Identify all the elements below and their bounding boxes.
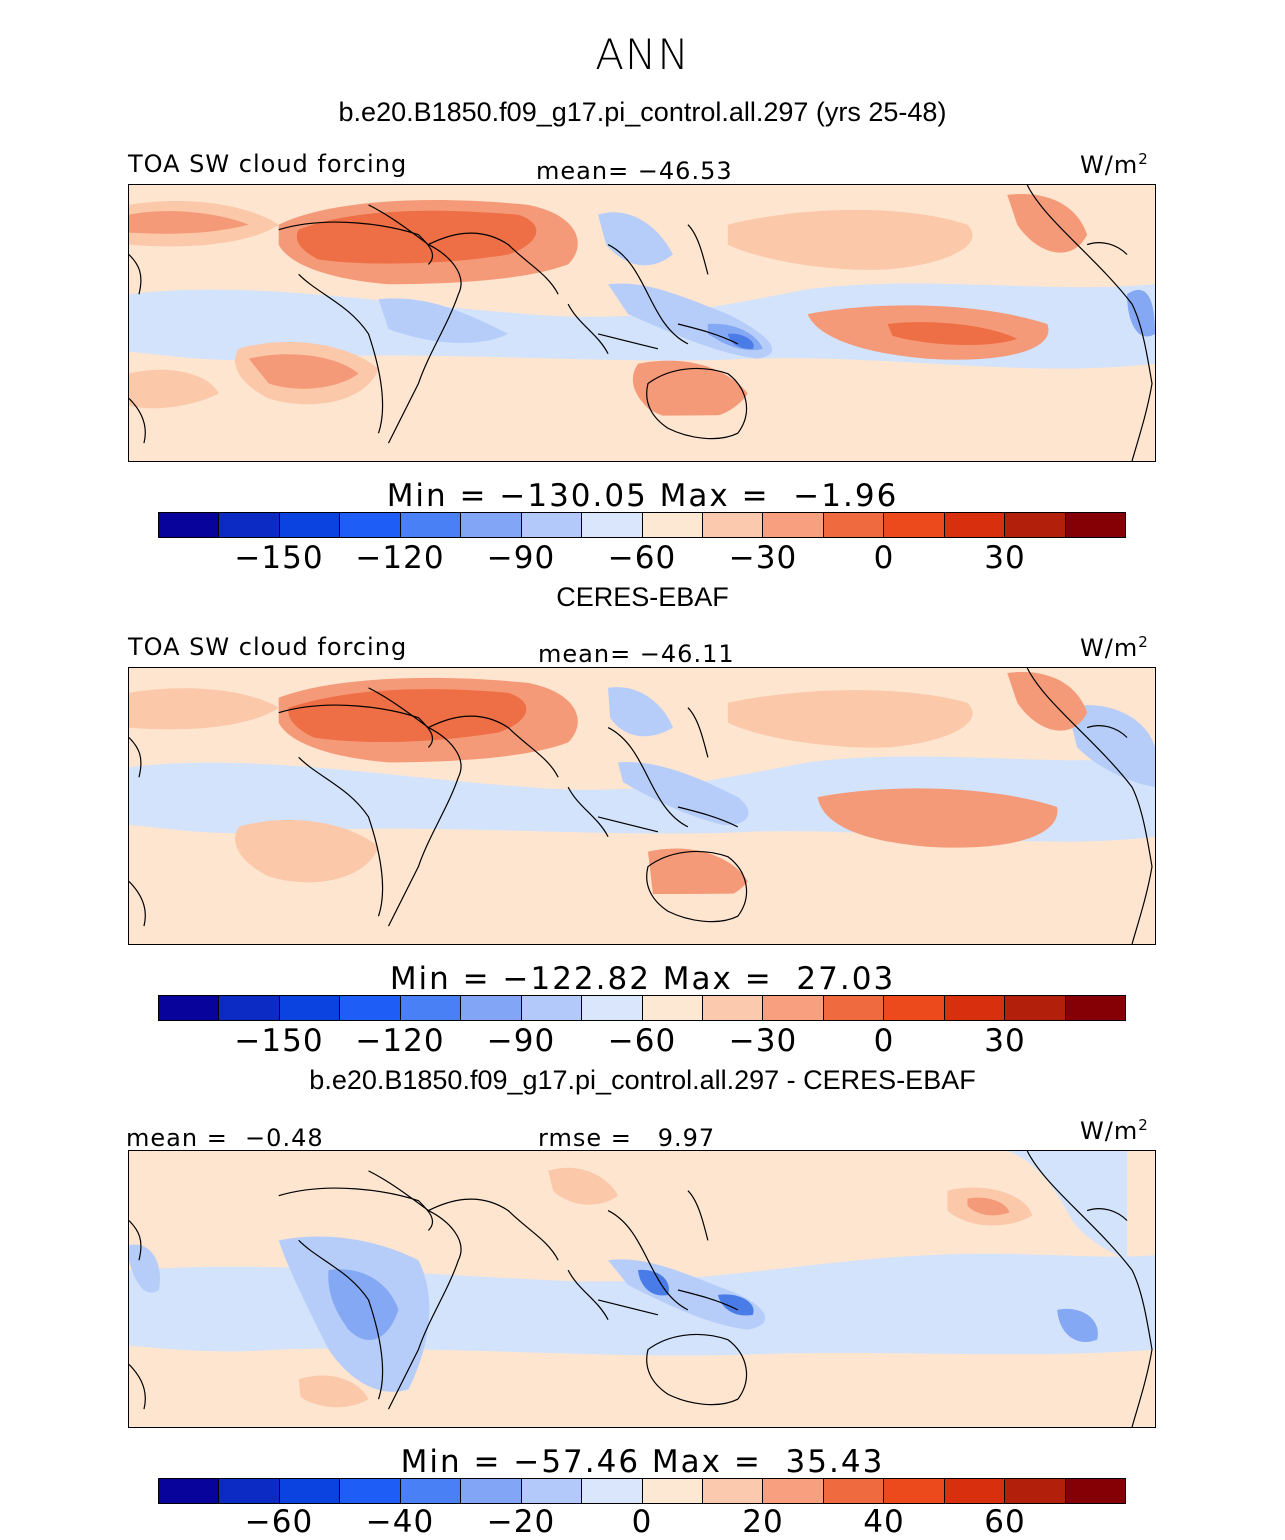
colorbar-swatch (461, 1479, 522, 1503)
colorbar-tick-label: 30 (984, 1023, 1026, 1059)
colorbar-swatch (1005, 996, 1066, 1020)
panel-3-colorbar-ticks: −60 −40 −20 0 20 40 60 (158, 1504, 1126, 1540)
colorbar-tick-label: 20 (742, 1504, 784, 1540)
colorbar-swatch (642, 1479, 703, 1503)
colorbar-swatch (884, 996, 945, 1020)
figure-title: ANN (595, 30, 690, 79)
colorbar-tick-label: −90 (486, 1023, 556, 1059)
panel-1-header: b.e20.B1850.f09_g17.pi_control.all.297 (… (338, 97, 947, 127)
panel-3-minmax: Min = −57.46 Max = 35.43 (400, 1444, 885, 1480)
colorbar-swatch (219, 996, 280, 1020)
colorbar-swatch (582, 996, 643, 1020)
panel-2-minmax: Min = −122.82 Max = 27.03 (389, 961, 896, 997)
panel-3-units: W/m2 (1080, 1116, 1149, 1145)
colorbar-swatch (582, 1479, 643, 1503)
colorbar-swatch (159, 513, 220, 537)
colorbar-swatch (521, 513, 583, 537)
panel-2-colorbar (158, 995, 1126, 1021)
colorbar-tick-label: −20 (486, 1504, 556, 1540)
panel-3-mean-label: mean = −0.48 (126, 1124, 324, 1152)
panel-2-contour-field (129, 668, 1155, 944)
panel-2-map (128, 667, 1156, 945)
colorbar-tick-label: −60 (244, 1504, 314, 1540)
colorbar-swatch (1065, 1479, 1125, 1503)
colorbar-swatch (944, 996, 1006, 1020)
colorbar-swatch (823, 513, 885, 537)
colorbar-tick-label: −30 (728, 1023, 798, 1059)
colorbar-swatch (884, 1479, 945, 1503)
colorbar-swatch (582, 513, 643, 537)
panel-3-header: b.e20.B1850.f09_g17.pi_control.all.297 -… (309, 1065, 976, 1095)
colorbar-tick-label: 40 (863, 1504, 905, 1540)
colorbar-swatch (521, 1479, 583, 1503)
colorbar-swatch (279, 1479, 341, 1503)
panel-1-map (128, 184, 1156, 462)
colorbar-tick-label: −40 (365, 1504, 435, 1540)
colorbar-tick-label: −120 (355, 1023, 445, 1059)
panel-1-colorbar-ticks: −150 −120 −90 −60 −30 0 30 (158, 540, 1126, 576)
panel-1-minmax: Min = −130.05 Max = −1.96 (386, 478, 899, 514)
colorbar-swatch (219, 513, 280, 537)
colorbar-tick-label: −150 (234, 1023, 324, 1059)
panel-2-mean-label: mean= −46.11 (538, 640, 735, 668)
colorbar-swatch (944, 1479, 1006, 1503)
panel-3-contour-field (129, 1151, 1155, 1427)
colorbar-swatch (400, 996, 462, 1020)
colorbar-swatch (823, 996, 885, 1020)
colorbar-tick-label: −30 (728, 540, 798, 576)
panel-2-colorbar-ticks: −150 −120 −90 −60 −30 0 30 (158, 1023, 1126, 1059)
colorbar-swatch (642, 513, 703, 537)
panel-2-units: W/m2 (1080, 633, 1149, 662)
panel-3-rmse-label: rmse = 9.97 (538, 1124, 716, 1152)
colorbar-tick-label: 60 (984, 1504, 1026, 1540)
colorbar-swatch (400, 1479, 462, 1503)
colorbar-tick-label: −90 (486, 540, 556, 576)
colorbar-swatch (340, 996, 401, 1020)
colorbar-swatch (763, 996, 824, 1020)
colorbar-swatch (944, 513, 1006, 537)
panel-1-colorbar (158, 512, 1126, 538)
colorbar-swatch (1005, 513, 1066, 537)
colorbar-swatch (823, 1479, 885, 1503)
colorbar-tick-label: 30 (984, 540, 1026, 576)
colorbar-swatch (400, 513, 462, 537)
colorbar-swatch (642, 996, 703, 1020)
panel-1-contour-field (129, 185, 1155, 461)
panel-3-colorbar (158, 1478, 1126, 1504)
colorbar-swatch (159, 1479, 220, 1503)
panel-1-mean-label: mean= −46.53 (536, 157, 733, 185)
colorbar-tick-label: −150 (234, 540, 324, 576)
colorbar-swatch (884, 513, 945, 537)
colorbar-swatch (1065, 996, 1125, 1020)
colorbar-swatch (340, 1479, 401, 1503)
colorbar-swatch (219, 1479, 280, 1503)
colorbar-swatch (702, 1479, 764, 1503)
panel-2-variable-label: TOA SW cloud forcing (128, 633, 408, 661)
colorbar-tick-label: −120 (355, 540, 445, 576)
colorbar-swatch (279, 996, 341, 1020)
colorbar-tick-label: 0 (873, 540, 895, 576)
colorbar-swatch (279, 513, 341, 537)
panel-1-variable-label: TOA SW cloud forcing (128, 150, 408, 178)
colorbar-swatch (461, 996, 522, 1020)
panel-2-header: CERES-EBAF (556, 582, 729, 612)
colorbar-tick-label: 0 (631, 1504, 653, 1540)
colorbar-swatch (763, 513, 824, 537)
colorbar-swatch (159, 996, 220, 1020)
panel-1-units: W/m2 (1080, 150, 1149, 179)
colorbar-swatch (702, 513, 764, 537)
colorbar-swatch (763, 1479, 824, 1503)
colorbar-swatch (1005, 1479, 1066, 1503)
colorbar-swatch (702, 996, 764, 1020)
colorbar-swatch (340, 513, 401, 537)
colorbar-swatch (461, 513, 522, 537)
colorbar-swatch (521, 996, 583, 1020)
panel-3-map (128, 1150, 1156, 1428)
colorbar-swatch (1065, 513, 1125, 537)
colorbar-tick-label: −60 (607, 1023, 677, 1059)
colorbar-tick-label: −60 (607, 540, 677, 576)
colorbar-tick-label: 0 (873, 1023, 895, 1059)
